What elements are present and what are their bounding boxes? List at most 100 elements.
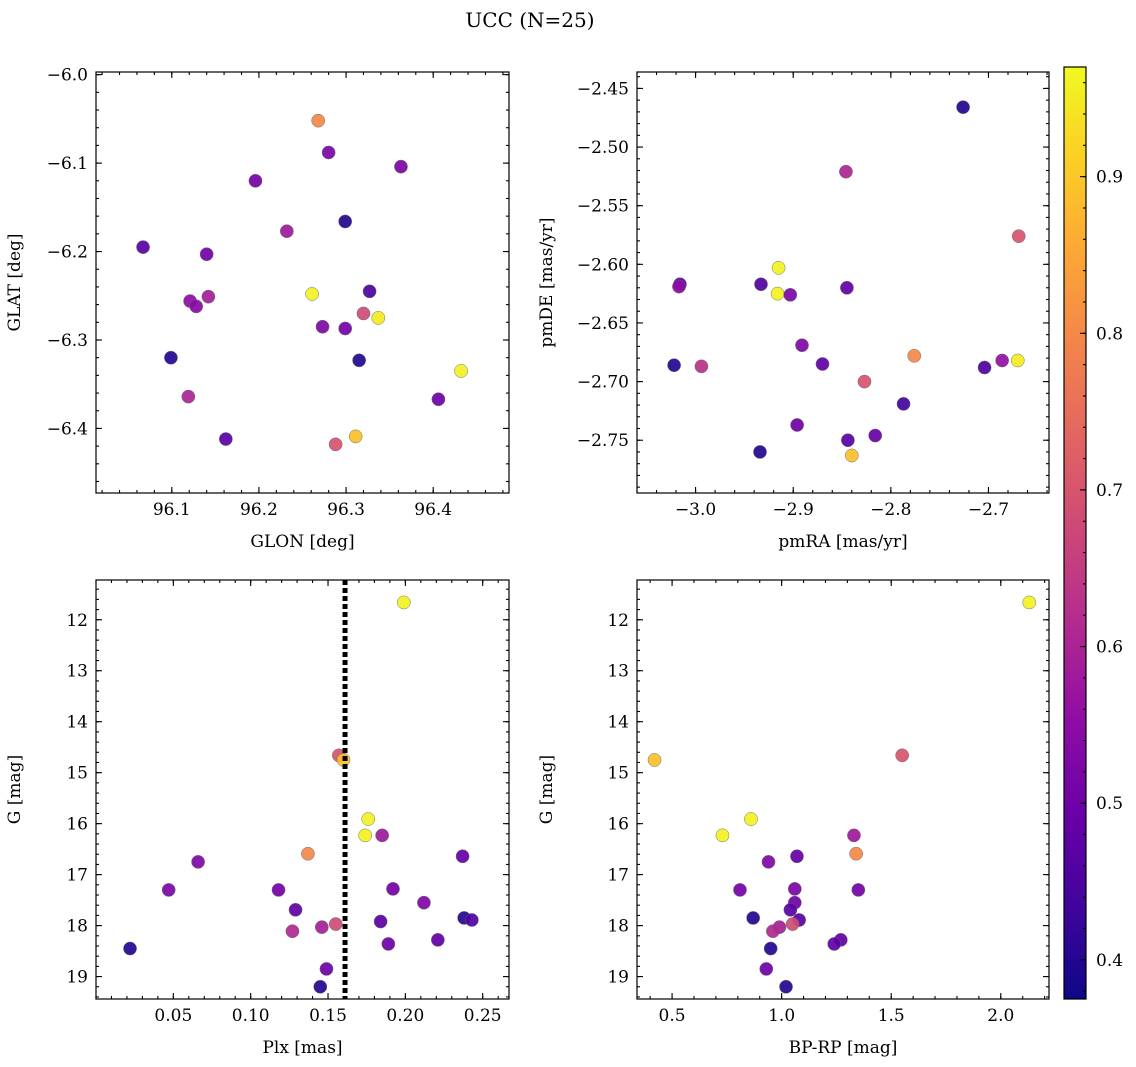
- data-point: [844, 448, 859, 463]
- data-point: [218, 432, 233, 446]
- data-point: [787, 882, 802, 896]
- data-point: [352, 353, 366, 368]
- data-point: [161, 883, 176, 897]
- data-point: [361, 812, 376, 826]
- data-point: [321, 145, 336, 160]
- y-tick-label: 15: [66, 764, 88, 784]
- data-point: [694, 359, 709, 374]
- y-tick-label: −2.50: [577, 138, 629, 158]
- x-axis-label: GLON [deg]: [250, 532, 354, 552]
- data-point: [386, 882, 400, 896]
- axes-frame: [636, 71, 1050, 494]
- figure-title: UCC (N=25): [465, 8, 594, 32]
- y-tick-label: 14: [66, 713, 88, 733]
- x-tick-label: 0.15: [309, 1006, 347, 1026]
- y-axis-label: G [mag]: [537, 755, 557, 824]
- data-point: [746, 911, 760, 925]
- data-point: [181, 389, 196, 404]
- data-point: [431, 392, 446, 407]
- axes-frame: [636, 579, 1050, 1000]
- x-tick-label: 96.1: [153, 500, 191, 520]
- data-point: [759, 962, 774, 976]
- axes-frame: [95, 71, 510, 494]
- data-point: [371, 311, 386, 325]
- data-point: [271, 883, 286, 897]
- data-point: [1010, 353, 1025, 368]
- data-point: [279, 224, 294, 239]
- data-point: [417, 895, 431, 910]
- data-point: [373, 914, 388, 929]
- colorbar-tick-label: 0.4: [1096, 951, 1123, 971]
- data-point: [305, 287, 319, 301]
- data-point: [839, 164, 853, 179]
- x-tick-label: 0.10: [232, 1006, 270, 1026]
- data-point: [311, 113, 326, 128]
- data-point: [314, 920, 329, 934]
- panel-pmra-pmde: −3.0 −2.9 −2.8 −2.7 −2.75 −2.70 −2.65 −2.60 −2.5…: [537, 71, 1050, 552]
- y-tick-label: −2.45: [577, 79, 629, 99]
- data-point: [956, 100, 970, 115]
- data-point: [201, 289, 216, 304]
- data-point: [319, 962, 334, 976]
- data-point: [315, 319, 330, 334]
- colorbar-tick-label: 0.9: [1096, 168, 1123, 188]
- data-point: [763, 941, 778, 956]
- colorbar-tick-label: 0.5: [1096, 794, 1123, 814]
- data-point: [394, 159, 408, 174]
- x-axis-label: BP-RP [mag]: [789, 1038, 898, 1058]
- data-point: [667, 358, 681, 373]
- data-point: [841, 433, 855, 448]
- data-point: [896, 397, 911, 411]
- y-tick-label: −6.2: [47, 243, 88, 263]
- data-point: [733, 883, 747, 897]
- data-point: [348, 429, 363, 444]
- x-tick-label: 0.5: [659, 1006, 686, 1026]
- data-point: [857, 374, 872, 389]
- colorbar: 0.4 0.5 0.6 0.7 0.8 0.9: [1063, 66, 1123, 1000]
- data-point: [795, 338, 809, 353]
- data-point: [840, 280, 854, 295]
- axes-frame: [95, 579, 510, 1000]
- y-tick-label: −6.1: [47, 154, 88, 174]
- x-axis-label: Plx [mas]: [262, 1038, 342, 1058]
- y-tick-label: 19: [607, 968, 629, 988]
- data-point: [301, 846, 315, 861]
- colorbar-tick-label: 0.7: [1096, 481, 1123, 501]
- data-point: [771, 260, 786, 275]
- panel-bprp-g: 0.5 1.0 1.5 2.0 12 13 14 15 16 17 18 19 BP-RP [mag] G…: [537, 579, 1050, 1058]
- y-tick-label: −2.75: [577, 431, 629, 451]
- y-tick-label: −2.60: [577, 255, 629, 275]
- x-tick-label: 0.20: [386, 1006, 424, 1026]
- data-point: [191, 855, 205, 869]
- y-tick-label: 12: [607, 611, 629, 631]
- data-point: [715, 828, 730, 843]
- data-point: [164, 350, 178, 365]
- x-tick-label: 1.0: [768, 1006, 795, 1026]
- y-axis-label: G [mag]: [5, 755, 25, 824]
- colorbar-gradient: [1064, 67, 1086, 999]
- data-point: [868, 428, 883, 443]
- y-tick-label: 17: [66, 866, 88, 886]
- y-tick-label: 13: [607, 662, 629, 682]
- y-tick-label: −2.70: [577, 373, 629, 393]
- data-point: [790, 418, 804, 432]
- data-point: [396, 595, 411, 610]
- y-tick-label: −2.65: [577, 314, 629, 334]
- data-point: [815, 357, 830, 371]
- x-tick-label: −2.7: [968, 500, 1009, 520]
- data-point: [785, 917, 800, 931]
- x-axis-label: pmRA [mas/yr]: [778, 532, 907, 552]
- y-tick-label: 17: [607, 866, 629, 886]
- data-point: [454, 364, 468, 378]
- y-tick-label: −6.0: [47, 66, 88, 86]
- y-tick-label: 13: [66, 662, 88, 682]
- data-point: [381, 937, 396, 951]
- data-point: [375, 828, 390, 843]
- y-tick-label: 18: [607, 917, 629, 937]
- data-point: [248, 173, 263, 188]
- panel-plx-g: 0.05 0.10 0.15 0.20 0.25 12 13 14 15 16 17 18 19 Plx …: [5, 579, 510, 1058]
- y-tick-label: 15: [607, 764, 629, 784]
- data-point: [1022, 595, 1037, 610]
- data-point: [849, 846, 863, 861]
